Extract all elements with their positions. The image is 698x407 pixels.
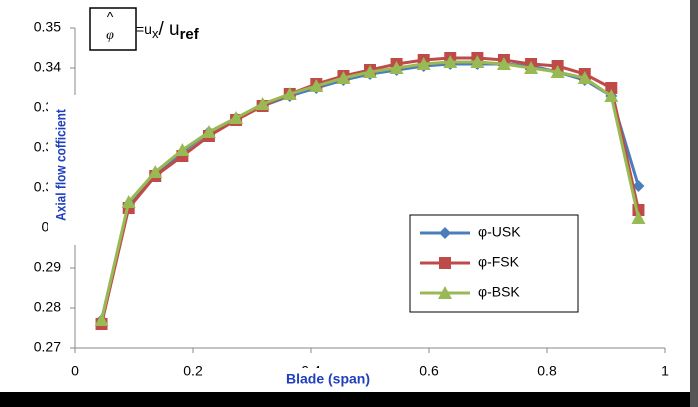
- x-tick-label: 0: [71, 363, 79, 379]
- annotation: =ux/ uref: [136, 19, 200, 43]
- marker: [94, 313, 109, 326]
- annotation-part: =u: [136, 21, 152, 37]
- marker: [443, 55, 458, 68]
- marker: [121, 195, 136, 208]
- annotation-sub: x: [152, 26, 159, 41]
- legend-label: φ-BSK: [478, 284, 520, 300]
- marker: [148, 165, 163, 178]
- x-axis-title: Blade (span): [286, 371, 370, 387]
- marker: [229, 111, 244, 124]
- xlabel-bg: [268, 368, 386, 390]
- marker: [439, 227, 451, 239]
- marker: [309, 79, 324, 92]
- annotation-hat: ^: [107, 9, 114, 25]
- legend-label: φ-USK: [478, 224, 521, 240]
- corner-label: φ: [650, 389, 659, 405]
- legend-label: φ-FSK: [478, 254, 520, 270]
- marker: [363, 65, 377, 78]
- x-tick-label: 0.6: [419, 363, 439, 379]
- y-tick-label: 0.27: [34, 339, 61, 355]
- marker: [201, 125, 216, 138]
- background: [0, 0, 690, 392]
- y-tick-label: 0.28: [34, 299, 61, 315]
- annotation-box: [89, 7, 137, 51]
- marker: [631, 211, 646, 224]
- marker: [470, 55, 485, 68]
- annotation-sub: ref: [180, 26, 200, 43]
- y-tick-label: 0.29: [34, 259, 61, 275]
- x-tick-label: 0.2: [183, 363, 203, 379]
- marker: [496, 57, 511, 70]
- marker: [524, 61, 539, 74]
- marker: [255, 97, 270, 110]
- marker: [175, 143, 190, 156]
- x-tick-label: 0.8: [537, 363, 557, 379]
- marker: [416, 57, 431, 70]
- marker: [632, 180, 645, 192]
- marker: [282, 87, 297, 100]
- y-tick-label: 0.34: [34, 59, 61, 75]
- marker: [604, 89, 619, 102]
- marker: [389, 61, 404, 74]
- marker: [438, 286, 452, 299]
- marker: [605, 82, 618, 94]
- annotation-symbol: φ: [106, 28, 114, 43]
- y-tick-label: 0.35: [34, 19, 61, 35]
- marker: [439, 257, 451, 269]
- marker: [336, 71, 351, 84]
- marker: [550, 65, 565, 78]
- marker: [577, 71, 592, 84]
- y-axis-title: Axial flow cofficient: [53, 109, 69, 221]
- x-tick-label: 1: [661, 363, 669, 379]
- edge: [690, 0, 698, 407]
- annotation-part: / u: [158, 19, 179, 40]
- ylabel-bg: [48, 95, 76, 245]
